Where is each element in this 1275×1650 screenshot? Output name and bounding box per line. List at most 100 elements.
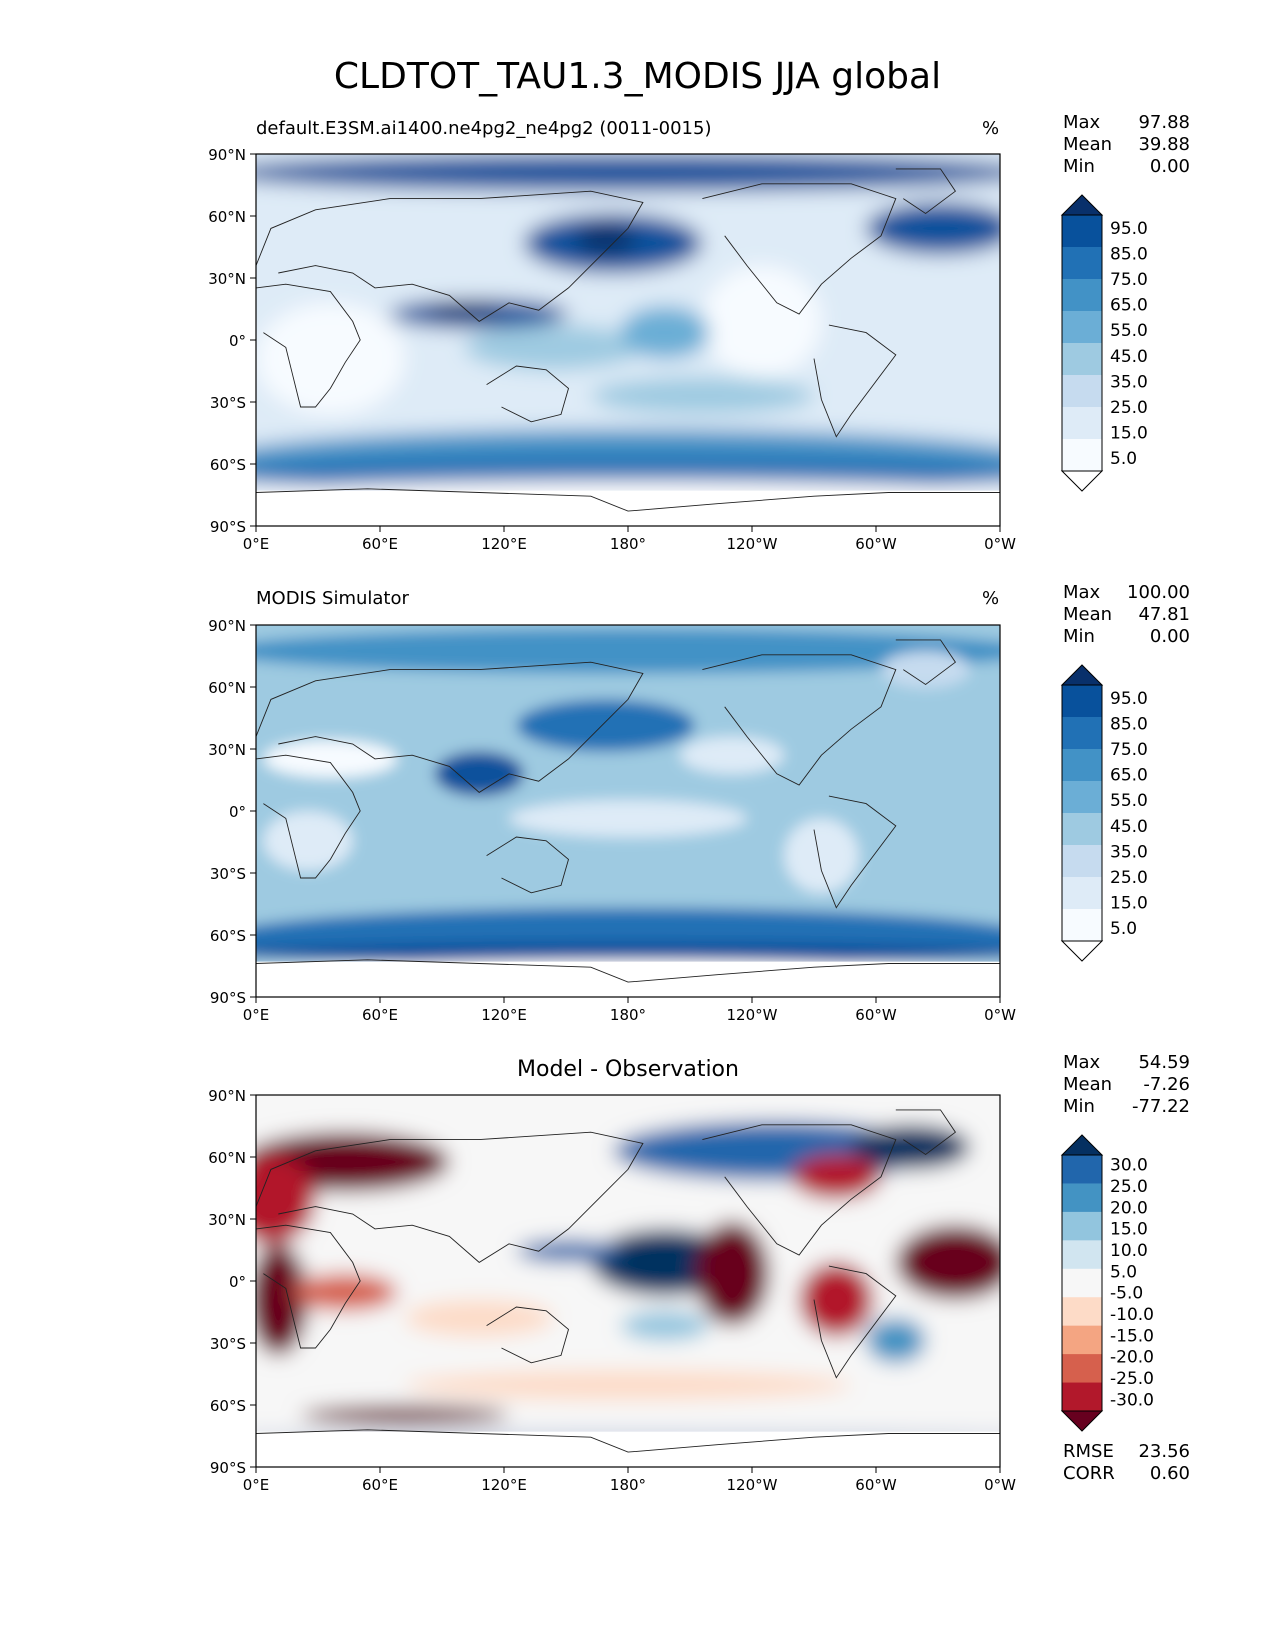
coastline — [895, 168, 957, 215]
stat-min-label: Min — [1063, 626, 1095, 647]
coastline — [256, 190, 644, 322]
colorbar-extend-bottom — [1060, 940, 1104, 962]
rmse-label: RMSE — [1063, 1441, 1114, 1462]
field-blob — [702, 265, 822, 378]
field-blob — [263, 811, 353, 871]
x-tick-label: 60°W — [855, 535, 897, 553]
field-blob — [880, 651, 971, 689]
colorbar-segment — [1062, 1354, 1102, 1384]
coastline — [256, 661, 644, 793]
colorbar-label: 35.0 — [1110, 842, 1148, 862]
y-tick-label: 90°N — [208, 146, 246, 164]
field-blob — [866, 202, 1000, 255]
coastline — [702, 183, 897, 315]
colorbar-extend-top — [1060, 194, 1104, 216]
stat-mean-label: Mean — [1063, 1074, 1113, 1095]
colorbar-label: 25.0 — [1110, 868, 1148, 888]
stat-mean-label: Mean — [1063, 134, 1113, 155]
colorbar-frame — [1061, 1154, 1103, 1412]
y-tick-label: 30°S — [210, 865, 246, 883]
colorbar-label: 45.0 — [1110, 817, 1148, 837]
colorbar-label: -15.0 — [1110, 1326, 1154, 1346]
coastline — [256, 959, 1000, 983]
stat-mean-label: Mean — [1063, 604, 1113, 625]
colorbar-label: 15.0 — [1110, 424, 1148, 444]
y-tick-label: 60°N — [208, 679, 246, 697]
colorbar-label: 25.0 — [1110, 398, 1148, 418]
field-blob — [620, 306, 710, 359]
colorbar-segment — [1062, 247, 1102, 280]
colorbar-label: 20.0 — [1110, 1198, 1148, 1218]
x-tick-label: 120°E — [481, 1006, 527, 1024]
coastline — [486, 1306, 570, 1364]
stats-box: Max 97.88 Mean 39.88 Min 0.00 — [1063, 112, 1190, 178]
stat-max-label: Max — [1063, 112, 1101, 133]
x-tick-label: 0°W — [984, 1006, 1016, 1024]
colorbar-extend-bottom — [1060, 470, 1104, 492]
x-tick-label: 60°W — [855, 1006, 897, 1024]
coastline — [813, 1265, 897, 1379]
field-blob — [427, 302, 502, 318]
stat-max: 100.00 — [1127, 582, 1190, 603]
antarctica-blank — [256, 1431, 1000, 1467]
x-tick-label: 180° — [610, 1476, 646, 1494]
y-tick-label: 90°S — [210, 1459, 246, 1477]
stat-min-label: Min — [1063, 156, 1095, 177]
field-blob — [434, 751, 524, 797]
axes-1: 90°N 60°N 30°N 0° 30°S 60°S 90°S0°E 60°E 120°E 18… — [208, 617, 1016, 1024]
coastline — [486, 365, 570, 423]
colorbar-segment — [1062, 1325, 1102, 1355]
coastline — [256, 1429, 1000, 1453]
colorbar-label: -30.0 — [1110, 1390, 1154, 1410]
field-blob — [620, 1310, 710, 1341]
y-tick-label: 60°S — [210, 1397, 246, 1415]
colorbar-segment — [1062, 845, 1102, 878]
coastlines-2 — [256, 1109, 1000, 1453]
colorbar-label: 65.0 — [1110, 766, 1148, 786]
colorbar-segment — [1062, 813, 1102, 846]
axes-0: 90°N 60°N 30°N 0° 30°S 60°S 90°S0°E 60°E 120°E 18… — [208, 146, 1016, 553]
x-tick-label: 120°W — [727, 535, 778, 553]
colorbar-segment — [1062, 215, 1102, 248]
y-tick-label: 0° — [229, 803, 246, 821]
y-tick-label: 30°N — [208, 741, 246, 759]
stat-mean: 39.88 — [1138, 134, 1190, 155]
colorbar-label: 25.0 — [1110, 1177, 1148, 1197]
coastline — [486, 836, 570, 894]
field-blob — [851, 1124, 971, 1170]
antarctica-blank — [256, 490, 1000, 526]
colorbar-label: 10.0 — [1110, 1241, 1148, 1261]
stats-box: Max 100.00 Mean 47.81 Min 0.00 — [1063, 582, 1190, 648]
units-label: % — [982, 118, 1000, 139]
colorbar-segment — [1062, 717, 1102, 750]
field-blob — [256, 941, 1000, 964]
coastline — [702, 654, 897, 786]
field-blob — [680, 736, 785, 774]
colorbar-label: 95.0 — [1110, 689, 1148, 709]
colorbar-segment — [1062, 1155, 1102, 1184]
colorbar-extend-top — [1060, 664, 1104, 686]
colorbar-segment — [1062, 343, 1102, 376]
coastline — [256, 1224, 361, 1349]
colorbar-label: -10.0 — [1110, 1305, 1154, 1325]
colorbar-label: 95.0 — [1110, 219, 1148, 239]
colorbar-label: 75.0 — [1110, 740, 1148, 760]
colorbar-label: -5.0 — [1110, 1284, 1143, 1304]
colorbar-segment — [1062, 311, 1102, 344]
antarctica-blank — [256, 961, 1000, 997]
colorbar-extend-top — [1060, 1134, 1104, 1156]
x-tick-label: 60°E — [362, 1476, 398, 1494]
stat-min-label: Min — [1063, 1096, 1095, 1117]
x-tick-label: 0°W — [984, 1476, 1016, 1494]
colorbar-segment — [1062, 407, 1102, 440]
field-blob — [256, 302, 405, 415]
y-tick-label: 30°S — [210, 394, 246, 412]
colorbar-segment — [1062, 685, 1102, 718]
corr-value: 0.60 — [1149, 1463, 1190, 1484]
field-blob — [784, 818, 859, 893]
field-blob — [694, 1221, 770, 1326]
colorbar-segment — [1062, 877, 1102, 910]
colorbar-segment — [1062, 909, 1102, 942]
x-tick-label: 0°E — [243, 535, 270, 553]
